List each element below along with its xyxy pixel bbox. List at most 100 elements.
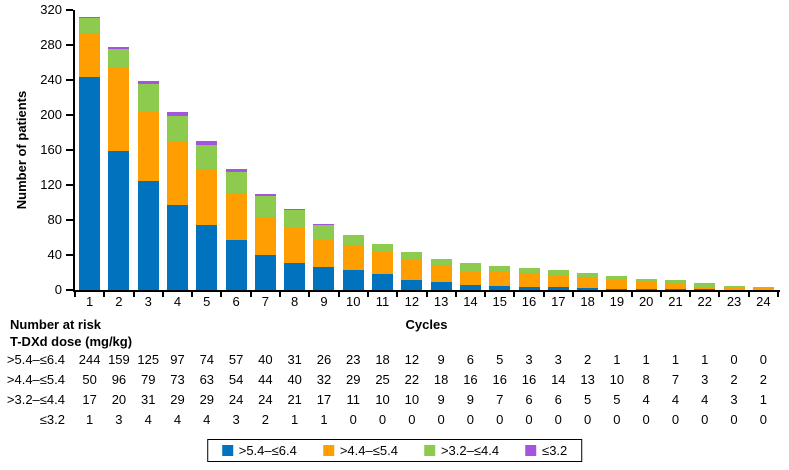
legend: >5.4–≤6.4 >4.4–≤5.4 >3.2–≤4.4 ≤3.2 — [206, 439, 583, 462]
risk-cell: 10 — [609, 372, 625, 387]
y-tick-label: 280 — [40, 37, 62, 52]
y-tick — [66, 79, 73, 81]
legend-swatch — [322, 445, 334, 456]
y-tick-label: 160 — [40, 142, 62, 157]
y-axis-line — [73, 10, 75, 292]
bar-segment — [284, 208, 306, 210]
risk-cell: 1 — [320, 412, 328, 427]
y-tick-label: 120 — [40, 177, 62, 192]
x-tick-label: 15 — [492, 294, 507, 309]
legend-label: >5.4–≤6.4 — [238, 443, 297, 458]
risk-cell: 24 — [258, 392, 273, 407]
bar-segment — [225, 169, 247, 172]
risk-cell: 57 — [228, 352, 244, 367]
x-tick-label: 7 — [261, 294, 269, 309]
bar-segment — [664, 283, 686, 290]
risk-row-label: >4.4–≤5.4 — [6, 372, 65, 387]
x-tick-label: 10 — [346, 294, 361, 309]
risk-row-label: >5.4–≤6.4 — [6, 352, 65, 367]
bar-segment — [225, 192, 247, 241]
x-tick-label: 11 — [375, 294, 390, 309]
bar-segment — [635, 282, 657, 290]
risk-cell: 2 — [261, 412, 269, 427]
bar-segment — [430, 282, 452, 290]
x-tick — [132, 292, 135, 297]
bar-segment — [313, 224, 335, 240]
bar-segment — [577, 288, 599, 290]
risk-cell: 16 — [463, 372, 478, 387]
risk-cell: 26 — [316, 352, 332, 367]
y-tick — [66, 219, 73, 221]
risk-cell: 0 — [378, 412, 387, 427]
x-tick — [279, 292, 282, 297]
bar-segment — [547, 269, 569, 276]
bar-segment — [489, 285, 511, 290]
risk-cell: 29 — [199, 392, 215, 407]
bar-segment — [518, 287, 540, 290]
x-tick — [454, 292, 457, 297]
risk-cell: 0 — [437, 412, 445, 427]
risk-cell: 0 — [759, 352, 767, 367]
bar-segment — [547, 287, 569, 290]
x-tick — [366, 292, 369, 297]
legend-item: >3.2–≤4.4 — [423, 443, 500, 458]
risk-cell: 3 — [730, 392, 738, 407]
bar-segment — [137, 111, 159, 181]
bar-segment — [225, 240, 247, 290]
risk-cell: 0 — [466, 412, 475, 427]
bar-segment — [342, 269, 364, 290]
risk-cell: 6 — [554, 392, 562, 407]
risk-cell: 63 — [199, 372, 215, 387]
risk-cell: 17 — [316, 392, 332, 407]
bar-segment — [372, 243, 394, 253]
x-tick — [425, 292, 428, 297]
bar-segment — [342, 244, 364, 270]
x-tick — [659, 292, 662, 297]
x-tick — [718, 292, 721, 297]
bar-segment — [79, 76, 101, 290]
bar-segment — [108, 46, 130, 50]
y-tick-label: 200 — [40, 107, 62, 122]
bar-segment — [284, 262, 306, 290]
risk-cell: 14 — [551, 372, 566, 387]
bar-segment — [254, 255, 276, 290]
risk-cell: 3 — [554, 352, 562, 367]
bar-segment — [108, 49, 130, 67]
risk-cell: 17 — [82, 392, 97, 407]
risk-cell: 23 — [346, 352, 361, 367]
risk-cell: 4 — [144, 412, 152, 427]
bar-segment — [664, 279, 686, 283]
x-tick-label: 3 — [144, 294, 152, 309]
risk-cell: 29 — [346, 372, 361, 387]
bar-segment — [694, 283, 716, 287]
legend-label: >3.2–≤4.4 — [440, 443, 500, 458]
risk-cell: 79 — [140, 372, 156, 387]
risk-cell: 1 — [642, 352, 650, 367]
bar-segment — [635, 278, 657, 283]
bar-segment — [459, 270, 481, 285]
risk-cell: 3 — [701, 372, 709, 387]
bar-segment — [254, 195, 276, 217]
legend-item: >5.4–≤6.4 — [221, 443, 297, 458]
x-tick-label: 14 — [463, 294, 478, 309]
x-tick-label: 6 — [232, 294, 240, 309]
risk-cell: 1 — [759, 392, 767, 407]
risk-cell: 1 — [86, 412, 94, 427]
x-tick — [542, 292, 545, 297]
x-tick — [747, 292, 750, 297]
y-tick-label: 320 — [40, 2, 62, 17]
risk-cell: 73 — [170, 372, 185, 387]
y-tick — [66, 9, 73, 11]
risk-cell: 4 — [642, 392, 650, 407]
bar-segment — [694, 286, 716, 290]
bar-segment — [342, 234, 364, 245]
risk-cell: 32 — [316, 372, 332, 387]
x-tick-label: 1 — [86, 294, 94, 309]
x-tick — [484, 292, 487, 297]
risk-cell: 12 — [404, 352, 420, 367]
risk-cell: 8 — [642, 372, 650, 387]
bar-segment — [401, 260, 423, 280]
x-tick-label: 12 — [404, 294, 420, 309]
risk-cell: 5 — [496, 352, 504, 367]
